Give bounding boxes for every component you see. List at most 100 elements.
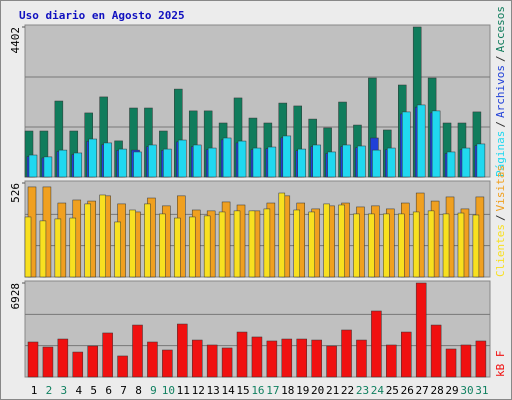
x-tick-label: 21 — [326, 384, 339, 397]
x-tick-label: 10 — [162, 384, 175, 397]
bar — [117, 355, 128, 378]
bar — [251, 336, 263, 378]
bar — [192, 144, 202, 178]
bar — [222, 137, 232, 178]
legend-separator: / — [494, 55, 507, 62]
bar — [398, 213, 405, 278]
bar — [445, 348, 457, 378]
bar — [207, 147, 217, 178]
x-tick-label: 14 — [221, 384, 235, 397]
bar — [132, 324, 143, 378]
x-tick-label: 26 — [401, 384, 414, 397]
x-tick-label: 18 — [281, 384, 294, 397]
legend-entry: Clientes — [494, 224, 507, 277]
x-tick-label: 31 — [475, 384, 488, 397]
x-tick-label: 3 — [61, 384, 68, 397]
bar — [296, 338, 307, 378]
legend: Clientes / Visitas — [494, 165, 507, 277]
bar — [297, 148, 306, 178]
bar — [84, 203, 91, 278]
x-tick-label: 23 — [356, 384, 369, 397]
x-tick-label: 15 — [236, 384, 249, 397]
bar — [27, 341, 39, 378]
bar — [412, 211, 420, 278]
bar — [308, 211, 315, 278]
x-tick-label: 25 — [386, 384, 399, 397]
bar — [342, 144, 351, 178]
x-tick-label: 7 — [120, 384, 127, 397]
legend-entry: Visitas — [494, 165, 507, 211]
bar — [144, 203, 151, 278]
bar — [472, 214, 480, 278]
legend-entry: Páginas — [494, 131, 507, 177]
bar — [24, 216, 32, 278]
bar — [99, 194, 106, 278]
bar — [236, 331, 248, 378]
x-tick-label: 30 — [460, 384, 473, 397]
legend-separator: / — [494, 214, 507, 221]
x-tick-label: 24 — [371, 384, 385, 397]
bar — [282, 135, 292, 178]
bar — [401, 331, 412, 378]
x-tick-label: 4 — [75, 384, 82, 397]
bar — [58, 149, 68, 178]
bar — [57, 338, 69, 378]
bar — [188, 216, 196, 278]
bar — [263, 208, 271, 278]
legend-separator: / — [494, 121, 507, 128]
bar — [356, 339, 367, 378]
legend-entry: kB F — [494, 351, 507, 378]
bar — [327, 151, 336, 178]
x-tick-label: 29 — [445, 384, 458, 397]
bar — [281, 338, 293, 378]
y-tick-label: 526 — [9, 183, 22, 203]
bar — [203, 215, 211, 278]
bar — [159, 213, 166, 278]
bar — [72, 351, 84, 378]
bar — [87, 345, 98, 378]
x-tick-label: 16 — [251, 384, 264, 397]
bar — [341, 329, 352, 378]
bar — [353, 213, 360, 278]
bar — [178, 139, 187, 178]
bar — [129, 209, 136, 278]
bar — [73, 152, 83, 178]
bar — [266, 340, 278, 378]
x-tick-label: 11 — [177, 384, 190, 397]
bar — [54, 218, 62, 278]
bar — [326, 345, 337, 378]
bar — [69, 217, 77, 278]
bar — [386, 344, 397, 378]
bar — [248, 210, 256, 278]
bar — [118, 148, 127, 178]
bar — [237, 140, 247, 178]
bar — [371, 310, 382, 378]
bar — [460, 344, 472, 378]
y-tick-label: 6928 — [9, 283, 22, 310]
x-tick-label: 8 — [135, 384, 142, 397]
bar — [461, 147, 471, 178]
x-tick-label: 17 — [266, 384, 279, 397]
bar — [147, 341, 158, 378]
bar — [357, 145, 366, 178]
bar — [293, 209, 300, 278]
bar — [43, 156, 53, 178]
bar — [252, 147, 262, 178]
x-tick-label: 9 — [150, 384, 157, 397]
bar — [323, 203, 330, 278]
bar — [416, 104, 426, 178]
bar — [312, 144, 321, 178]
bar — [103, 142, 112, 178]
legend-entry: Archivos — [494, 65, 507, 118]
x-tick-label: 27 — [416, 384, 429, 397]
legend-entry: Accesos — [494, 6, 507, 52]
bar — [218, 211, 226, 278]
bar — [402, 111, 411, 178]
x-tick-label: 20 — [311, 384, 324, 397]
x-tick-label: 6 — [105, 384, 112, 397]
bar — [278, 192, 286, 278]
bar — [427, 210, 435, 278]
bar — [311, 339, 322, 378]
x-tick-label: 13 — [207, 384, 220, 397]
